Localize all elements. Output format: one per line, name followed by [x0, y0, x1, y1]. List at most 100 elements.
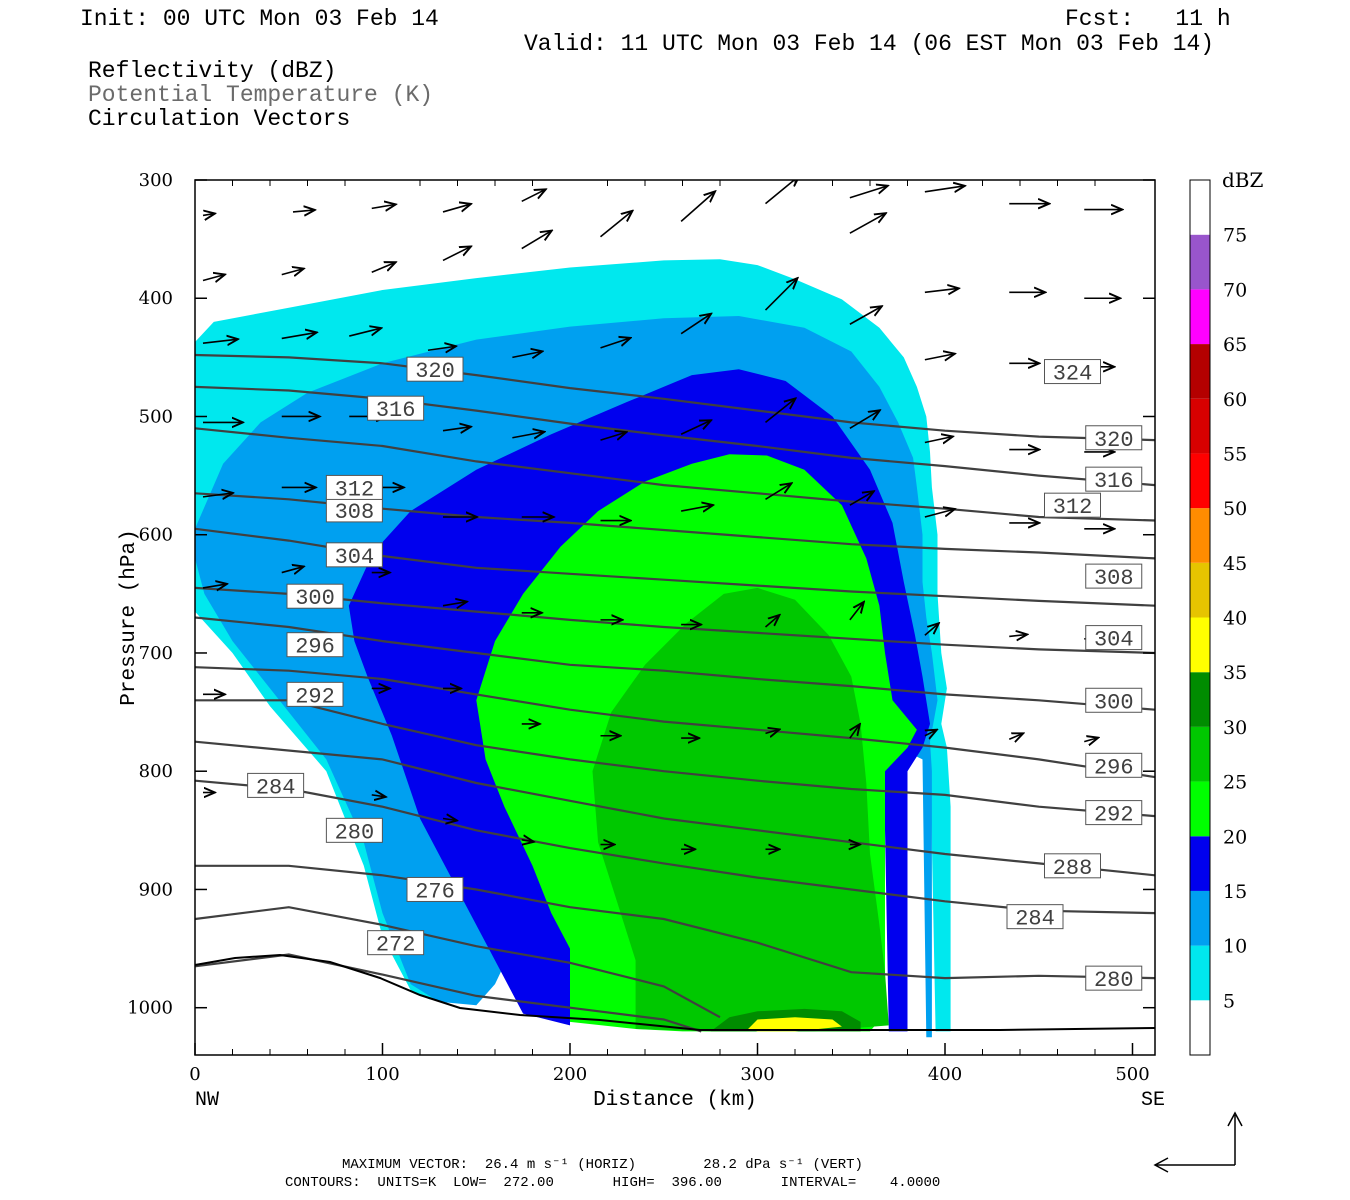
theta-label-box — [325, 817, 383, 843]
theta-label-308: 308 — [1094, 566, 1134, 591]
colorbar-label: 15 — [1223, 881, 1247, 903]
colorbar-label: 70 — [1223, 279, 1247, 301]
y-axis-label: Pressure (hPa) — [118, 529, 141, 705]
circulation-vector — [512, 351, 542, 357]
colorbar-segment — [1190, 1000, 1210, 1055]
theta-label-box — [1085, 800, 1143, 826]
circulation-vector — [924, 509, 955, 518]
theta-label-box — [325, 497, 383, 523]
circulation-vector — [1009, 634, 1027, 636]
circulation-vector — [849, 213, 886, 234]
circulation-vector — [281, 332, 317, 338]
valid-time: Valid: 11 UTC Mon 03 Feb 14 (06 EST Mon … — [524, 31, 1215, 57]
circulation-vector — [924, 730, 937, 736]
theta-label-288: 288 — [1053, 856, 1093, 881]
theta-label-box — [367, 930, 425, 956]
colorbar-label: 20 — [1223, 826, 1247, 848]
circulation-vector — [764, 615, 780, 628]
circulation-vector — [765, 729, 780, 733]
circulation-vectors — [202, 180, 1122, 849]
theta-label-324: 324 — [1053, 362, 1093, 387]
theta-label-box — [1085, 625, 1143, 651]
colorbar-label: 30 — [1223, 717, 1247, 739]
y-tick-label: 600 — [139, 525, 173, 546]
circulation-vector — [924, 288, 959, 292]
circulation-vector — [292, 210, 315, 212]
circulation-vector — [600, 432, 627, 441]
theta-label-316: 316 — [1094, 469, 1134, 494]
circulation-vector — [680, 191, 715, 222]
theta-contour-276 — [195, 906, 721, 1019]
reflectivity-35-dbz-region — [748, 1017, 842, 1032]
circulation-vector — [849, 410, 880, 429]
axes: 0 100 200 300 400 500 300 400 500 600 700 800 900 100… — [118, 170, 1165, 1112]
circulation-vector — [849, 602, 864, 621]
theta-label-box — [1044, 492, 1101, 518]
circulation-vector — [521, 840, 534, 842]
circulation-vector — [521, 231, 552, 250]
circulation-vector — [202, 493, 233, 497]
theta-label-280: 280 — [1094, 968, 1134, 993]
theta-label-box — [1044, 359, 1101, 385]
theta-contour-288 — [195, 740, 1155, 877]
colorbar-label: 40 — [1223, 608, 1247, 630]
y-tick-label: 900 — [139, 879, 173, 900]
theta-label-312: 312 — [335, 477, 375, 502]
circulation-vector — [924, 354, 955, 360]
circulation-vector — [427, 346, 456, 350]
circulation-vector — [924, 186, 965, 192]
colorbar-segment — [1190, 344, 1210, 399]
theta-label-box — [325, 474, 383, 500]
theta-contour-296 — [195, 666, 1155, 779]
colorbar-segment — [1190, 508, 1210, 563]
circulation-vector — [600, 338, 631, 349]
circulation-vector — [281, 567, 304, 573]
theta-label-300: 300 — [295, 586, 335, 611]
circulation-vector — [680, 505, 713, 511]
reflectivity-fills — [195, 259, 951, 1038]
theta-contour-316 — [195, 427, 1155, 522]
circulation-vector — [202, 213, 215, 215]
reference-vector-icon — [1153, 1111, 1243, 1173]
theta-label-box — [406, 356, 464, 382]
theta-label-312: 312 — [1053, 495, 1093, 520]
x-tick-label: 300 — [740, 1064, 774, 1085]
theta-label-box — [1085, 752, 1143, 778]
theta-label-box — [286, 681, 344, 707]
circulation-vector — [680, 314, 711, 335]
theta-label-box — [406, 876, 464, 902]
theta-label-308: 308 — [335, 500, 375, 525]
colorbar-label: 55 — [1223, 443, 1247, 465]
theta-label-box — [1044, 853, 1101, 879]
colorbar-segment — [1190, 726, 1210, 782]
circulation-vector — [371, 262, 396, 273]
theta-label-304: 304 — [1094, 628, 1134, 653]
circulation-vector — [924, 623, 939, 636]
y-tick-label: 800 — [139, 761, 173, 782]
colorbar-segment — [1190, 289, 1210, 345]
init-time: Init: 00 UTC Mon 03 Feb 14 — [80, 6, 439, 32]
colorbar-segment — [1190, 617, 1210, 673]
x-tick-label: 200 — [553, 1064, 587, 1085]
circulation-vector — [764, 278, 798, 311]
theta-label-box — [1085, 965, 1143, 991]
circulation-vector — [442, 427, 471, 431]
circulation-vector — [202, 584, 227, 588]
theta-contour-320 — [195, 385, 1155, 487]
plot-frame — [194, 179, 1156, 1056]
x-tick-label: 100 — [365, 1064, 399, 1085]
max-vector-note: MAXIMUM VECTOR: 26.4 m s⁻¹ (HORIZ) 28.2 … — [342, 1157, 863, 1173]
colorbar-segment — [1190, 781, 1210, 837]
x-end-label-nw: NW — [195, 1089, 219, 1112]
theta-label-320: 320 — [1094, 428, 1134, 453]
y-tick-label: 700 — [139, 643, 173, 664]
colorbar-label: 35 — [1223, 662, 1247, 684]
colorbar-label: 5 — [1223, 990, 1235, 1012]
theta-label-300: 300 — [1094, 690, 1134, 715]
circulation-vector — [202, 339, 238, 343]
circulation-vector — [512, 432, 544, 438]
contour-labels: 2722762802802842842882922922962963003003… — [247, 356, 1143, 993]
circulation-vector — [371, 795, 386, 797]
circulation-vector — [521, 189, 546, 202]
theta-label-292: 292 — [295, 684, 335, 709]
